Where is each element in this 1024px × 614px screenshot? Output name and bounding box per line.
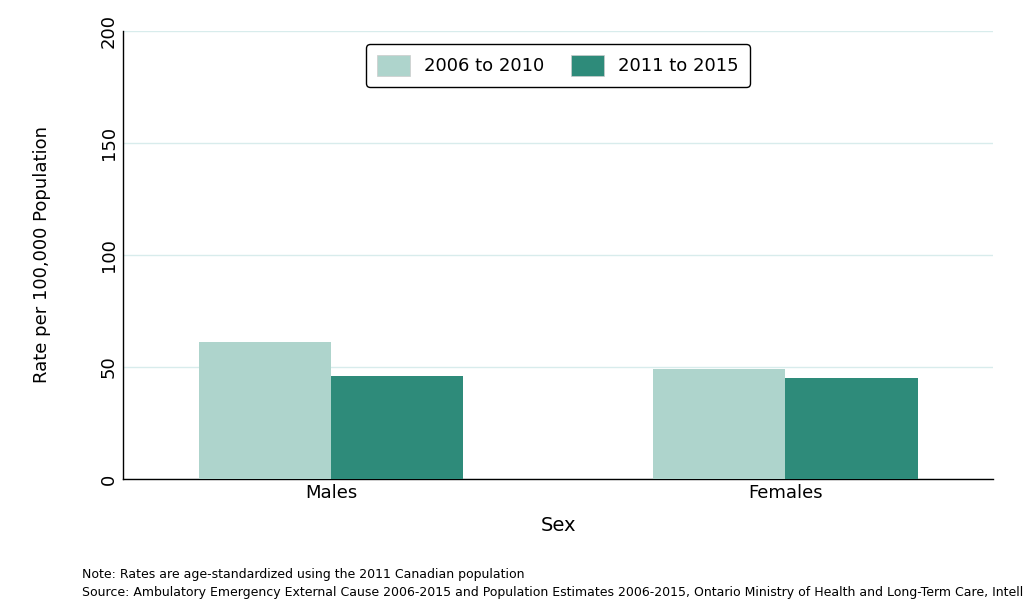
Text: Source: Ambulatory Emergency External Cause 2006-2015 and Population Estimates 2: Source: Ambulatory Emergency External Ca… [82, 586, 1024, 599]
Bar [199, 342, 331, 479]
X-axis label: Sex: Sex [541, 516, 575, 535]
Y-axis label: Rate per 100,000 Population: Rate per 100,000 Population [34, 126, 51, 383]
Legend: 2006 to 2010, 2011 to 2015: 2006 to 2010, 2011 to 2015 [367, 44, 750, 87]
Text: Note: Rates are age-standardized using the 2011 Canadian population: Note: Rates are age-standardized using t… [82, 568, 524, 581]
Bar [652, 369, 785, 479]
Bar [331, 376, 464, 479]
Bar [785, 378, 918, 479]
